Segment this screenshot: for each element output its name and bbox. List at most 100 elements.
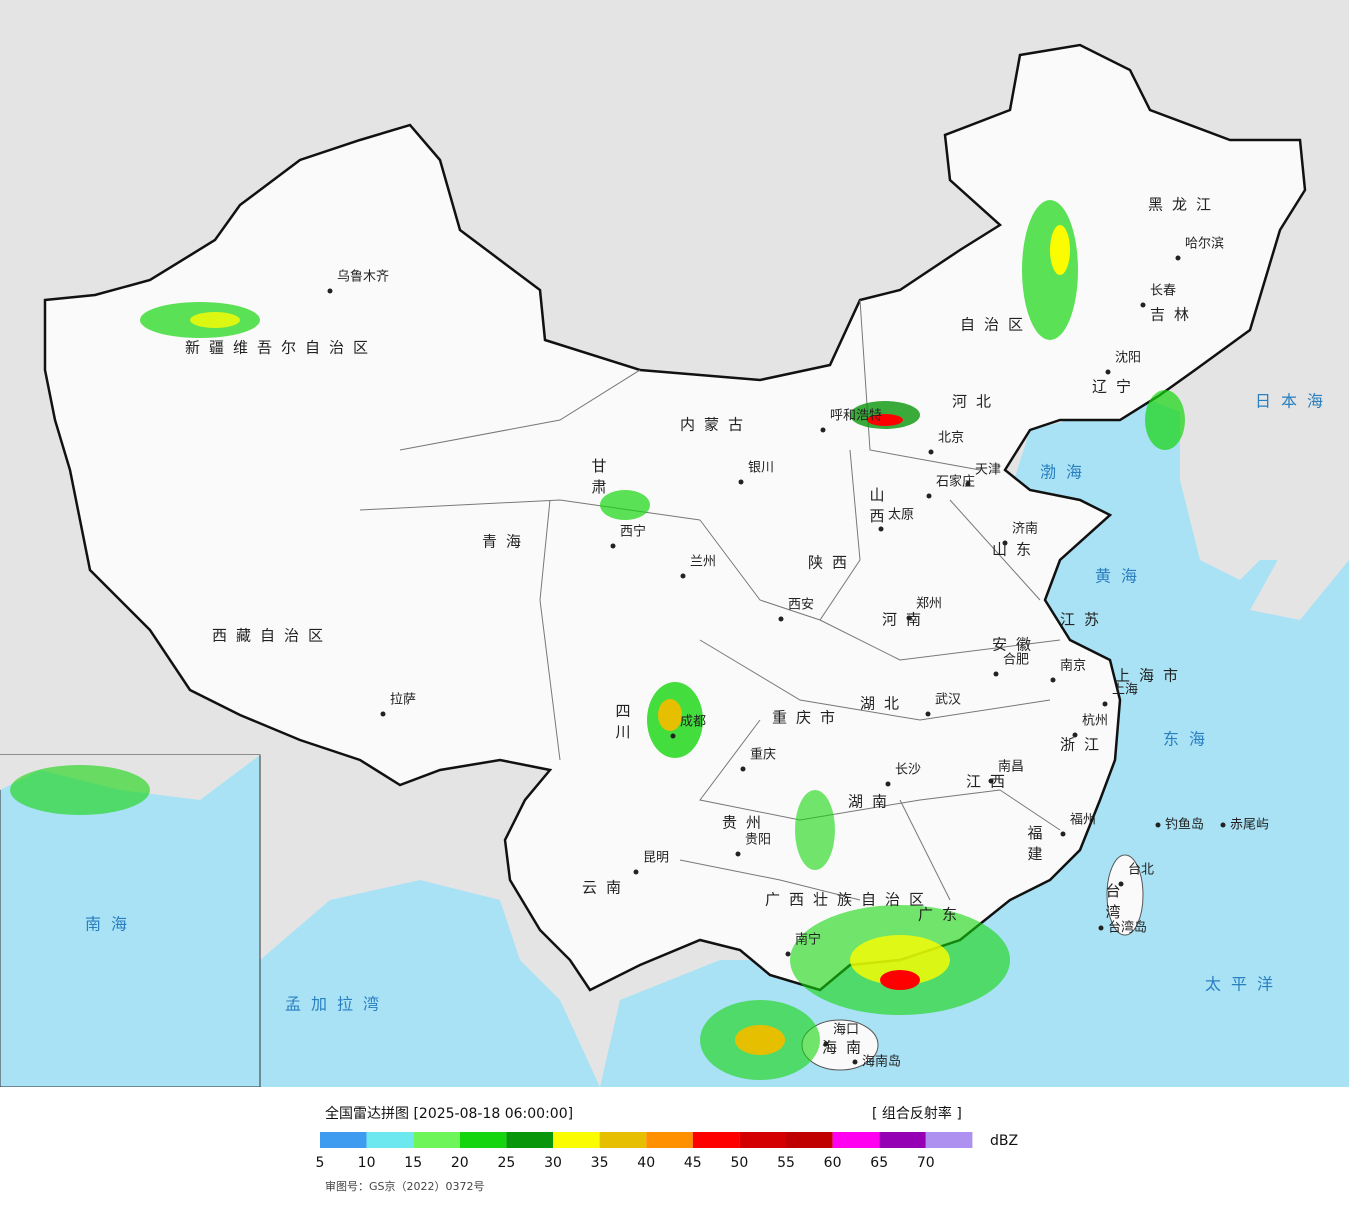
province-label: 自治区 [960, 316, 1032, 334]
city-marker [823, 1041, 829, 1047]
legend-label: 25 [497, 1155, 515, 1171]
sea-label: 太平洋 [1205, 975, 1283, 994]
city-label: 赤尾屿 [1230, 818, 1269, 833]
city-label: 南京 [1060, 658, 1086, 674]
city-marker [610, 543, 616, 549]
city-label: 台北 [1128, 863, 1154, 878]
city-label: 石家庄 [936, 474, 975, 490]
city-marker [1175, 255, 1181, 261]
province-label: 辽宁 [1092, 378, 1140, 396]
legend-label: 60 [824, 1155, 842, 1171]
city-label: 贵阳 [745, 833, 771, 848]
province-label: 四川 [614, 703, 632, 745]
city-marker [1102, 701, 1108, 707]
legend-label: 30 [544, 1155, 562, 1171]
legend-label: 65 [870, 1155, 888, 1171]
city-label: 南昌 [998, 759, 1024, 775]
city-marker [380, 711, 386, 717]
legend-label: 15 [404, 1155, 422, 1171]
legend-label: 55 [777, 1155, 795, 1171]
city-label: 乌鲁木齐 [337, 269, 389, 285]
city-label: 兰州 [690, 555, 716, 570]
legend-label: 10 [358, 1155, 376, 1171]
province-label: 甘肃 [590, 458, 608, 500]
city-marker [906, 615, 912, 621]
province-label: 山东 [992, 541, 1040, 559]
province-label: 海南 [822, 1039, 870, 1057]
city-marker [1098, 925, 1104, 931]
province-label: 吉林 [1150, 306, 1198, 324]
radar-echoes [140, 200, 1185, 1080]
city-label: 上海 [1112, 683, 1138, 698]
city-marker [1155, 822, 1161, 828]
legend-swatch [739, 1132, 786, 1148]
city-marker [670, 733, 676, 739]
city-marker [925, 711, 931, 717]
legend-swatch [366, 1132, 414, 1148]
province-label: 广西壮族自治区 [765, 891, 933, 909]
legend-label: 20 [451, 1155, 469, 1171]
city-label: 天津 [975, 463, 1001, 478]
city-marker [852, 1059, 858, 1065]
city-label: 西安 [788, 598, 814, 613]
city-marker [1118, 881, 1124, 887]
province-label: 西藏自治区 [212, 627, 332, 645]
city-label: 长沙 [895, 763, 921, 778]
city-label: 哈尔滨 [1185, 236, 1224, 252]
legend-label: 35 [591, 1155, 609, 1171]
legend-swatch [646, 1132, 693, 1148]
sea-label: 渤海 [1040, 463, 1092, 482]
province-label: 新疆维吾尔自治区 [185, 339, 377, 357]
city-marker [885, 781, 891, 787]
legend-label: 50 [730, 1155, 748, 1171]
city-marker [1050, 677, 1056, 683]
city-label: 杭州 [1082, 714, 1108, 729]
sea [260, 880, 600, 1087]
land-korea [1180, 380, 1280, 580]
city-label: 成都 [680, 715, 706, 730]
province-label: 江西 [966, 773, 1014, 791]
city-marker [820, 427, 826, 433]
city-label: 济南 [1012, 521, 1038, 537]
city-label: 重庆 [750, 747, 776, 763]
city-marker [993, 671, 999, 677]
land-japan [1250, 280, 1349, 620]
legend-swatch [459, 1132, 507, 1148]
city-label: 合肥 [1003, 653, 1029, 668]
legend-swatch [786, 1132, 833, 1148]
city-marker [327, 288, 333, 294]
city-marker [680, 573, 686, 579]
city-marker [988, 778, 994, 784]
city-label: 西宁 [620, 524, 646, 540]
city-label: 长春 [1150, 284, 1176, 299]
city-marker [785, 951, 791, 957]
legend-swatch [413, 1132, 460, 1148]
city-label: 福州 [1070, 813, 1096, 828]
legend-unit: dBZ [990, 1133, 1018, 1149]
sea-label: 黄海 [1095, 567, 1147, 586]
province-label: 云南 [582, 879, 630, 897]
province-label: 湖南 [848, 793, 896, 811]
legend-swatch [553, 1132, 600, 1148]
province-label: 安徽 [992, 636, 1040, 654]
approval-number: 审图号：GS京（2022）0372号 [325, 1179, 485, 1193]
legend-swatch [506, 1132, 553, 1148]
city-label: 台湾岛 [1108, 920, 1147, 936]
legend-swatch [925, 1132, 973, 1148]
province-label: 河北 [952, 393, 1000, 411]
province-label: 湖北 [860, 695, 908, 713]
city-label: 海口 [833, 1023, 859, 1038]
province-label: 山西 [868, 487, 886, 529]
province-label: 台湾 [1104, 883, 1122, 925]
sea-label: 日本海 [1255, 392, 1333, 411]
province-label: 江苏 [1060, 611, 1108, 629]
province-label: 上海市 [1115, 667, 1187, 685]
city-label: 钓鱼岛 [1165, 817, 1204, 833]
city-marker [1220, 822, 1226, 828]
city-marker [740, 766, 746, 772]
province-label: 内蒙古 [680, 416, 752, 434]
legend-swatch [320, 1132, 367, 1148]
city-marker [633, 869, 639, 875]
